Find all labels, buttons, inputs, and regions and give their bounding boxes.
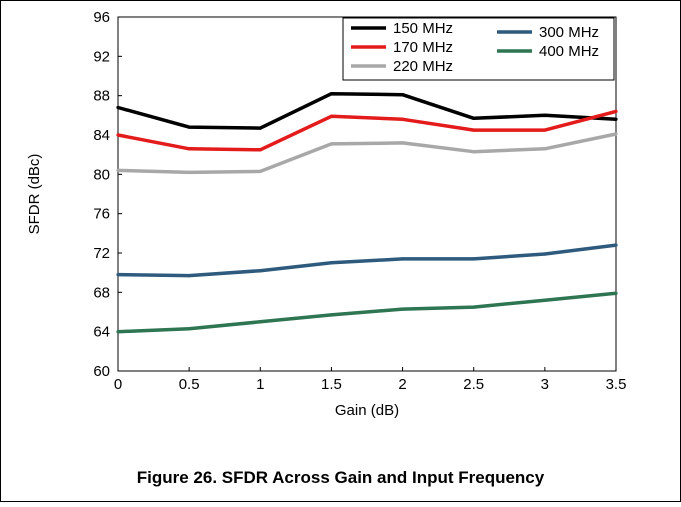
x-tick-label: 2	[398, 376, 406, 393]
y-tick-label: 96	[93, 9, 110, 26]
data-point	[329, 313, 334, 317]
data-point	[543, 128, 547, 132]
data-point	[614, 243, 618, 247]
data-point	[614, 109, 618, 113]
data-point	[329, 92, 334, 96]
series-line-400-mhz	[117, 291, 617, 334]
y-tick-label: 68	[93, 284, 110, 301]
x-axis-label: Gain (dB)	[335, 402, 399, 419]
series-line-220-mhz	[117, 132, 617, 175]
figure-caption: Figure 26. SFDR Across Gain and Input Fr…	[136, 468, 545, 487]
legend-label: 400 MHz	[539, 43, 599, 60]
legend-box	[342, 17, 615, 81]
data-point	[187, 274, 191, 278]
data-point	[614, 291, 618, 295]
chart-marks: 0 0.5 1 1.5 2 2.5 3 3.5 60 64 68 72 76 80 84 88 92 96 Gain…	[26, 9, 626, 419]
data-point	[400, 117, 405, 121]
data-point	[187, 125, 191, 129]
y-tick-label: 88	[93, 88, 110, 105]
data-point	[329, 142, 334, 146]
data-point	[400, 93, 405, 97]
y-axis-label: SFDR (dBc)	[26, 154, 43, 235]
plot-area-border	[117, 16, 617, 372]
data-point	[472, 150, 476, 154]
x-tick-label: 0	[114, 376, 122, 393]
x-tick-label: 2.5	[463, 376, 484, 393]
data-point	[116, 133, 120, 137]
legend-label: 220 MHz	[393, 58, 453, 75]
data-point	[472, 116, 476, 120]
data-point	[258, 269, 262, 273]
y-tick-label: 72	[93, 245, 110, 262]
x-tick-label: 0.5	[179, 376, 200, 393]
data-point	[329, 114, 334, 118]
series-line-300-mhz	[117, 243, 617, 278]
x-tick-label: 3.5	[606, 376, 627, 393]
data-point	[329, 261, 334, 265]
series-line-150-mhz	[117, 91, 617, 130]
x-tick-label: 1	[256, 376, 264, 393]
data-point	[614, 132, 618, 136]
data-point	[187, 327, 191, 331]
data-point	[543, 113, 547, 117]
x-tick-label: 1.5	[321, 376, 342, 393]
series-line-170-mhz	[117, 109, 617, 152]
data-point	[258, 169, 262, 173]
data-point	[187, 147, 191, 151]
data-point	[543, 252, 547, 256]
y-tick-label: 60	[93, 363, 110, 380]
y-tick-label: 84	[93, 127, 110, 144]
data-point	[116, 273, 120, 277]
y-tick-label: 64	[93, 324, 110, 341]
y-tick-label: 80	[93, 166, 110, 183]
data-point	[187, 170, 191, 174]
data-point	[400, 141, 405, 145]
data-point	[258, 148, 262, 152]
data-point	[472, 257, 476, 261]
y-tick-label: 76	[93, 206, 110, 223]
data-point	[543, 298, 547, 302]
data-point	[258, 126, 262, 130]
data-point	[116, 168, 120, 172]
data-point	[400, 307, 405, 311]
data-point	[258, 320, 262, 324]
legend-label: 170 MHz	[393, 39, 453, 56]
x-tick-label: 3	[541, 376, 549, 393]
data-point	[116, 330, 120, 334]
legend-label: 300 MHz	[539, 24, 599, 41]
data-point	[543, 147, 547, 151]
data-point	[614, 117, 618, 121]
data-point	[400, 257, 405, 261]
y-tick-label: 92	[93, 48, 110, 65]
data-point	[472, 305, 476, 309]
data-point	[472, 128, 476, 132]
legend-label: 150 MHz	[393, 20, 453, 37]
data-point	[116, 105, 120, 110]
